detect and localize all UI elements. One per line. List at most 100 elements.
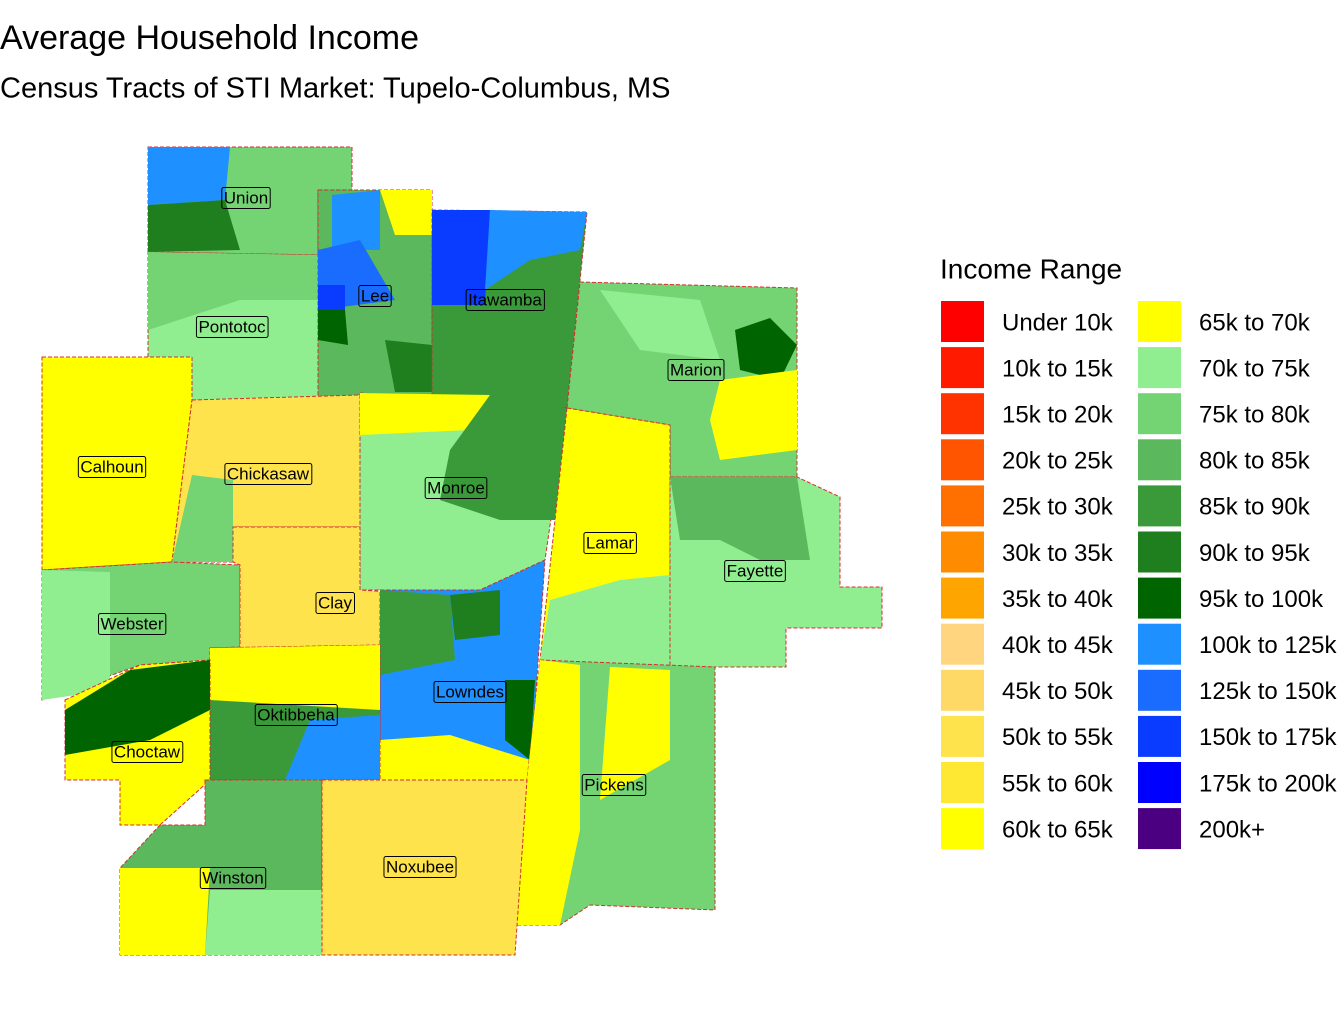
county-label: Pickens [584,775,644,794]
legend-swatch [941,393,984,435]
county-label: Webster [101,614,164,633]
legend-label: 125k to 150k [1199,678,1337,705]
county-label: Fayette [727,561,784,580]
legend-swatch [941,669,984,711]
legend-swatch [1138,439,1181,481]
tract [432,210,490,305]
tract [540,575,670,667]
tract [450,590,500,640]
tract [380,190,432,235]
legend-swatch [941,577,984,619]
legend-swatch [941,808,984,850]
label-box [111,740,184,763]
legend-label: 55k to 60k [1002,770,1114,797]
county-label: Chickasaw [227,464,310,483]
label-box [358,284,392,307]
county-label: Winston [202,868,263,887]
legend-swatch [1138,485,1181,527]
legend-label: 75k to 80k [1199,402,1311,429]
tract [42,570,110,700]
tract [380,590,455,675]
label-box [315,591,356,614]
county-label: Itawamba [468,290,542,309]
legend-swatch [941,762,984,803]
county-label: Union [224,188,268,207]
tract [148,147,230,205]
tract [332,190,380,250]
county-label: Calhoun [80,457,143,476]
tract [148,200,240,252]
legend-label: 65k to 70k [1199,309,1311,336]
legend-label: 25k to 30k [1002,494,1114,521]
county-label: Monroe [427,478,485,497]
label-box [77,455,147,478]
label-box [581,773,647,796]
label-box [224,462,313,485]
legend-swatch [1138,808,1181,850]
legend-label: 50k to 55k [1002,724,1114,751]
label-box [724,559,786,582]
legend-swatch [1138,715,1181,757]
legend-swatch [941,715,984,757]
region-calhoun [41,356,193,571]
tract [148,252,318,330]
legend-label: 20k to 25k [1002,448,1114,475]
tract [600,667,670,800]
region-noxubee [321,779,528,956]
legend-label: 85k to 90k [1199,494,1311,521]
legend-swatch [1138,669,1181,711]
county-label: Choctaw [114,742,181,761]
map [41,146,883,956]
legend-label: 200k+ [1199,816,1265,843]
tract [172,475,233,562]
tract [205,890,322,955]
tract [120,868,210,955]
label-box [383,855,457,878]
label-box [424,476,488,499]
label-box [667,358,725,381]
legend-swatch [941,623,984,665]
subtitle: Census Tracts of STI Market: Tupelo-Colu… [0,73,670,105]
tract [515,660,580,925]
county-label: Lowndes [436,682,504,701]
tract [735,318,797,380]
legend-swatch [1138,762,1181,803]
legend-swatch [1138,531,1181,573]
tract [318,285,345,315]
legend-label: 100k to 125k [1199,632,1337,659]
county-label: Marion [670,360,722,379]
tract [505,680,535,760]
legend-label: 45k to 50k [1002,678,1114,705]
tract [210,645,380,710]
legend-label: 10k to 15k [1002,355,1114,382]
tract [360,393,490,435]
legend-label: 90k to 95k [1199,540,1311,567]
label-box [254,703,338,726]
tract [440,395,567,520]
tract [385,340,432,392]
county-label: Lee [361,286,389,305]
tract [710,370,797,460]
legend-label: 60k to 65k [1002,816,1114,843]
legend-swatch [941,485,984,527]
legend-label: 175k to 200k [1199,770,1337,797]
title: Average Household Income [0,19,419,57]
label-box [433,680,507,703]
legend-label: 30k to 35k [1002,540,1114,567]
tract [670,477,810,560]
label-box [465,288,545,311]
legend-label: 95k to 100k [1199,586,1324,613]
county-label: Oktibbeha [257,705,335,724]
label-box [195,315,269,338]
tract [65,660,210,755]
legend: Under 10k 10k to 15k 15k to 20k 20k to 25k 2… [941,301,1337,850]
tract [380,735,530,780]
label-box [221,186,271,209]
label-box [98,612,167,635]
legend-label: 40k to 45k [1002,632,1114,659]
legend-title: Income Range [940,253,1122,284]
tract [285,715,380,780]
legend-label: Under 10k [1002,309,1114,336]
legend-swatch [1138,301,1181,342]
